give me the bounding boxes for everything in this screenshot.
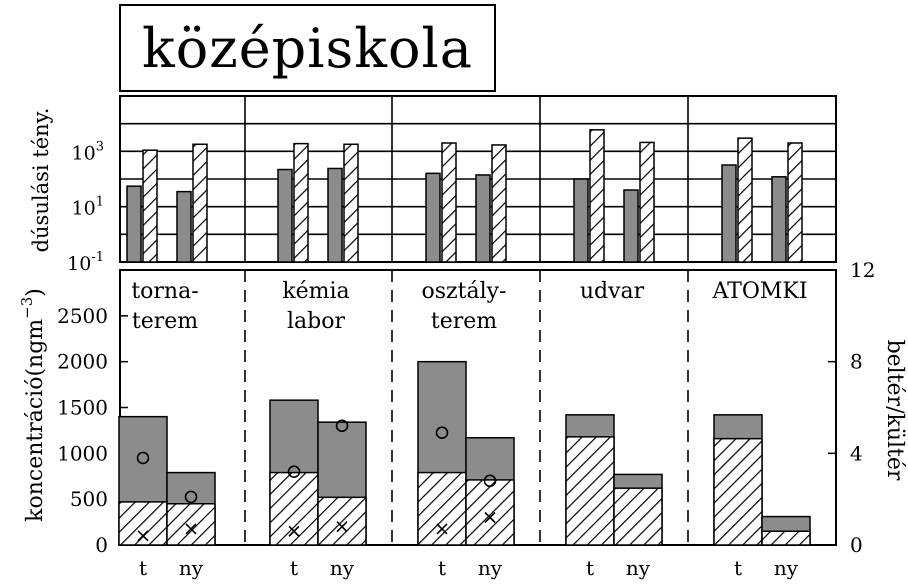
group-label: terem bbox=[132, 309, 198, 334]
right-y-axis-label: beltér/kültér bbox=[882, 340, 907, 481]
x-tick-label: ny bbox=[179, 556, 204, 580]
group-label: labor bbox=[287, 309, 345, 334]
ratio-cross-marker bbox=[484, 511, 496, 524]
left-y-tick-label: 1000 bbox=[57, 441, 108, 465]
top-bar-hatched bbox=[142, 149, 158, 263]
right-y-tick-label: 12 bbox=[850, 258, 875, 282]
ratio-cross-marker bbox=[336, 521, 348, 533]
ratio-circle-marker bbox=[287, 465, 301, 478]
top-bar-gray bbox=[771, 176, 787, 263]
top-bar-hatched bbox=[441, 142, 457, 263]
x-tick-label: ny bbox=[478, 556, 503, 580]
group-label: udvar bbox=[580, 279, 645, 304]
concentration-bar-hatched bbox=[613, 487, 663, 546]
top-bar-hatched bbox=[639, 141, 655, 263]
left-y-tick-label: 1500 bbox=[57, 396, 108, 420]
x-tick-label: t bbox=[290, 556, 298, 580]
top-bar-gray bbox=[721, 164, 737, 263]
top-bar-hatched bbox=[737, 137, 753, 263]
top-bar-hatched bbox=[192, 143, 208, 263]
group-label: torna- bbox=[131, 279, 198, 304]
top-bar-hatched bbox=[343, 143, 359, 263]
right-y-tick-label: 0 bbox=[850, 533, 863, 557]
top-bar-gray bbox=[176, 190, 192, 263]
top-bar-gray bbox=[126, 185, 142, 263]
top-bar-gray bbox=[277, 168, 293, 263]
right-y-tick-label: 4 bbox=[850, 441, 863, 465]
x-tick-label: ny bbox=[774, 556, 799, 580]
concentration-bar-hatched bbox=[166, 503, 216, 546]
x-tick-label: t bbox=[586, 556, 594, 580]
ratio-cross-marker bbox=[185, 523, 197, 535]
ratio-cross-marker bbox=[288, 525, 300, 537]
left-y-tick-label: 2000 bbox=[57, 350, 108, 374]
x-tick-label: t bbox=[734, 556, 742, 580]
top-bar-gray bbox=[623, 189, 639, 263]
top-y-axis-label: dúsulási tény. bbox=[29, 108, 53, 253]
ratio-cross-marker bbox=[436, 523, 448, 535]
right-y-tick-label: 8 bbox=[850, 350, 863, 374]
left-y-tick-label: 500 bbox=[70, 487, 108, 511]
top-y-tick-label: 103 bbox=[72, 139, 104, 164]
ratio-circle-marker bbox=[335, 419, 349, 433]
chart-title: középiskola bbox=[142, 16, 473, 80]
top-y-tick-label: 101 bbox=[72, 195, 104, 220]
group-label: osztály- bbox=[422, 279, 507, 304]
bottom-y-axis-label: koncentráció(ngm−3) bbox=[18, 288, 48, 522]
ratio-circle-marker bbox=[184, 490, 198, 504]
ratio-circle-marker bbox=[136, 451, 150, 465]
x-tick-label: ny bbox=[626, 556, 651, 580]
top-bar-hatched bbox=[589, 129, 605, 263]
top-y-tick-label: 10-1 bbox=[67, 250, 104, 275]
concentration-bar-hatched bbox=[465, 479, 515, 546]
concentration-bar-hatched bbox=[118, 501, 168, 546]
concentration-bar-hatched bbox=[713, 437, 763, 546]
concentration-bar-hatched bbox=[761, 530, 811, 546]
concentration-bar-hatched bbox=[317, 496, 367, 546]
top-bar-gray bbox=[475, 174, 491, 263]
group-label: ATOMKI bbox=[711, 279, 807, 304]
left-y-tick-label: 2500 bbox=[57, 304, 108, 328]
ratio-cross-marker bbox=[137, 530, 149, 542]
ratio-circle-marker bbox=[483, 474, 497, 488]
x-tick-label: ny bbox=[330, 556, 355, 580]
concentration-bar-hatched bbox=[565, 436, 615, 546]
top-bar-hatched bbox=[491, 144, 507, 263]
ratio-circle-marker bbox=[435, 426, 449, 440]
concentration-bar-hatched bbox=[417, 471, 467, 546]
left-y-tick-label: 0 bbox=[95, 533, 108, 557]
group-label: kémia bbox=[282, 279, 349, 304]
top-bar-hatched bbox=[293, 142, 309, 263]
top-bar-gray bbox=[573, 178, 589, 263]
x-tick-label: t bbox=[139, 556, 147, 580]
x-tick-label: t bbox=[438, 556, 446, 580]
group-label: terem bbox=[431, 309, 497, 334]
top-bar-hatched bbox=[787, 142, 803, 263]
title-box: középiskola bbox=[119, 4, 496, 92]
top-bar-gray bbox=[425, 172, 441, 263]
top-bar-gray bbox=[327, 167, 343, 263]
concentration-bar-hatched bbox=[269, 471, 319, 546]
